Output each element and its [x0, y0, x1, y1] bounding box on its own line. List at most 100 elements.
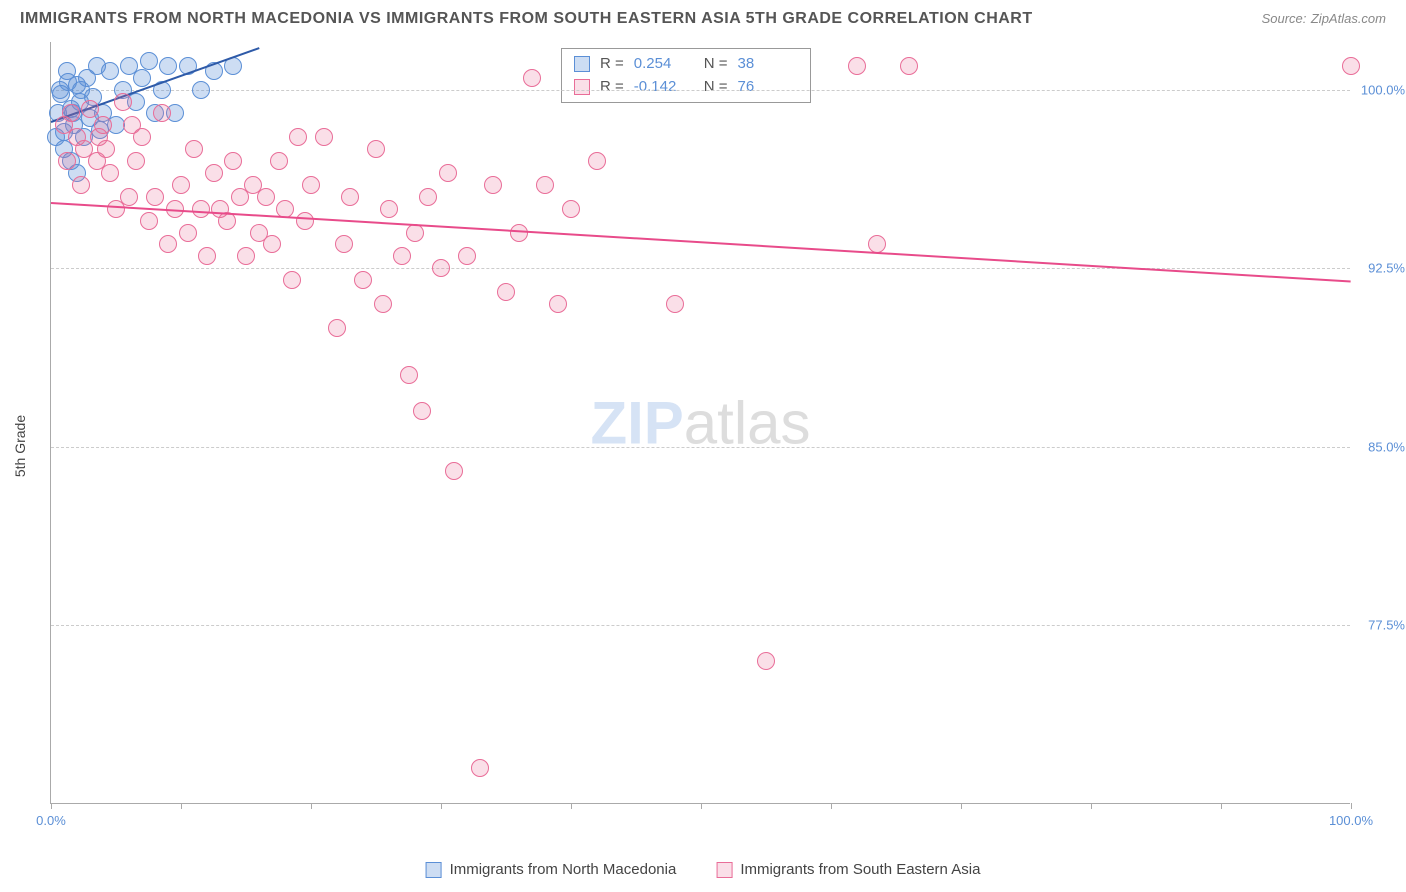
data-point [900, 57, 918, 75]
x-tick [571, 803, 572, 809]
r-label: R = [600, 53, 624, 76]
y-tick-label: 92.5% [1355, 261, 1405, 276]
data-point [757, 652, 775, 670]
gridline [51, 625, 1350, 626]
y-tick-label: 85.0% [1355, 439, 1405, 454]
data-point [432, 259, 450, 277]
data-point [123, 116, 141, 134]
stats-legend-row: R = -0.142 N = 76 [574, 76, 798, 99]
data-point [159, 57, 177, 75]
source-attr: Source: ZipAtlas.com [1262, 10, 1386, 28]
data-point [205, 164, 223, 182]
data-point [536, 176, 554, 194]
r-value: 0.254 [634, 53, 694, 76]
legend-swatch [574, 79, 590, 95]
data-point [127, 152, 145, 170]
data-point [328, 319, 346, 337]
data-point [562, 200, 580, 218]
series-legend: Immigrants from North Macedonia Immigrant… [426, 861, 981, 878]
n-value: 76 [738, 76, 798, 99]
plot-area: ZIPatlas R =0.254N =38R =-0.142N =76 77.… [50, 42, 1350, 804]
data-point [374, 295, 392, 313]
stats-legend-row: R =0.254N =38 [574, 53, 798, 76]
x-tick [831, 803, 832, 809]
data-point [72, 176, 90, 194]
data-point [172, 176, 190, 194]
data-point [283, 271, 301, 289]
data-point [393, 247, 411, 265]
data-point [588, 152, 606, 170]
data-point [140, 212, 158, 230]
legend-swatch [574, 56, 590, 72]
r-value: -0.142 [634, 76, 694, 99]
data-point [471, 759, 489, 777]
r-label: R = [600, 76, 624, 99]
x-tick [1351, 803, 1352, 809]
data-point [341, 188, 359, 206]
legend-item: Immigrants from South Eastern Asia [716, 861, 980, 878]
data-point [198, 247, 216, 265]
y-axis-label: 5th Grade [12, 415, 28, 477]
data-point [146, 188, 164, 206]
source-name: ZipAtlas.com [1311, 11, 1386, 26]
trend-line [51, 202, 1351, 283]
data-point [289, 128, 307, 146]
data-point [58, 152, 76, 170]
data-point [62, 104, 80, 122]
n-label: N = [704, 76, 728, 99]
data-point [419, 188, 437, 206]
data-point [270, 152, 288, 170]
data-point [237, 247, 255, 265]
legend-swatch [716, 862, 732, 878]
x-tick [181, 803, 182, 809]
data-point [101, 62, 119, 80]
data-point [185, 140, 203, 158]
legend-label: Immigrants from North Macedonia [450, 861, 677, 878]
data-point [81, 100, 99, 118]
data-point [192, 200, 210, 218]
data-point [120, 188, 138, 206]
data-point [484, 176, 502, 194]
data-point [224, 152, 242, 170]
data-point [315, 128, 333, 146]
x-tick [1221, 803, 1222, 809]
x-tick-label: 0.0% [36, 813, 66, 828]
data-point [263, 235, 281, 253]
data-point [666, 295, 684, 313]
gridline [51, 447, 1350, 448]
x-tick [311, 803, 312, 809]
data-point [380, 200, 398, 218]
legend-swatch [426, 862, 442, 878]
legend-item: Immigrants from North Macedonia [426, 861, 677, 878]
chart-header: IMMIGRANTS FROM NORTH MACEDONIA VS IMMIG… [20, 10, 1386, 28]
legend-label: Immigrants from South Eastern Asia [740, 861, 980, 878]
data-point [367, 140, 385, 158]
x-tick [441, 803, 442, 809]
data-point [192, 81, 210, 99]
data-point [400, 366, 418, 384]
y-tick-label: 100.0% [1355, 82, 1405, 97]
stats-legend: R =0.254N =38R =-0.142N =76 [561, 48, 811, 103]
y-tick-label: 77.5% [1355, 618, 1405, 633]
data-point [302, 176, 320, 194]
data-point [133, 69, 151, 87]
data-point [439, 164, 457, 182]
data-point [497, 283, 515, 301]
data-point [413, 402, 431, 420]
data-point [523, 69, 541, 87]
data-point [848, 57, 866, 75]
x-tick [1091, 803, 1092, 809]
data-point [1342, 57, 1360, 75]
n-label: N = [704, 53, 728, 76]
data-point [101, 164, 119, 182]
data-point [549, 295, 567, 313]
data-point [296, 212, 314, 230]
x-tick [51, 803, 52, 809]
data-point [159, 235, 177, 253]
data-point [140, 52, 158, 70]
data-point [72, 81, 90, 99]
chart-title: IMMIGRANTS FROM NORTH MACEDONIA VS IMMIG… [20, 10, 1033, 28]
data-point [335, 235, 353, 253]
data-point [445, 462, 463, 480]
source-label: Source: [1262, 11, 1307, 26]
